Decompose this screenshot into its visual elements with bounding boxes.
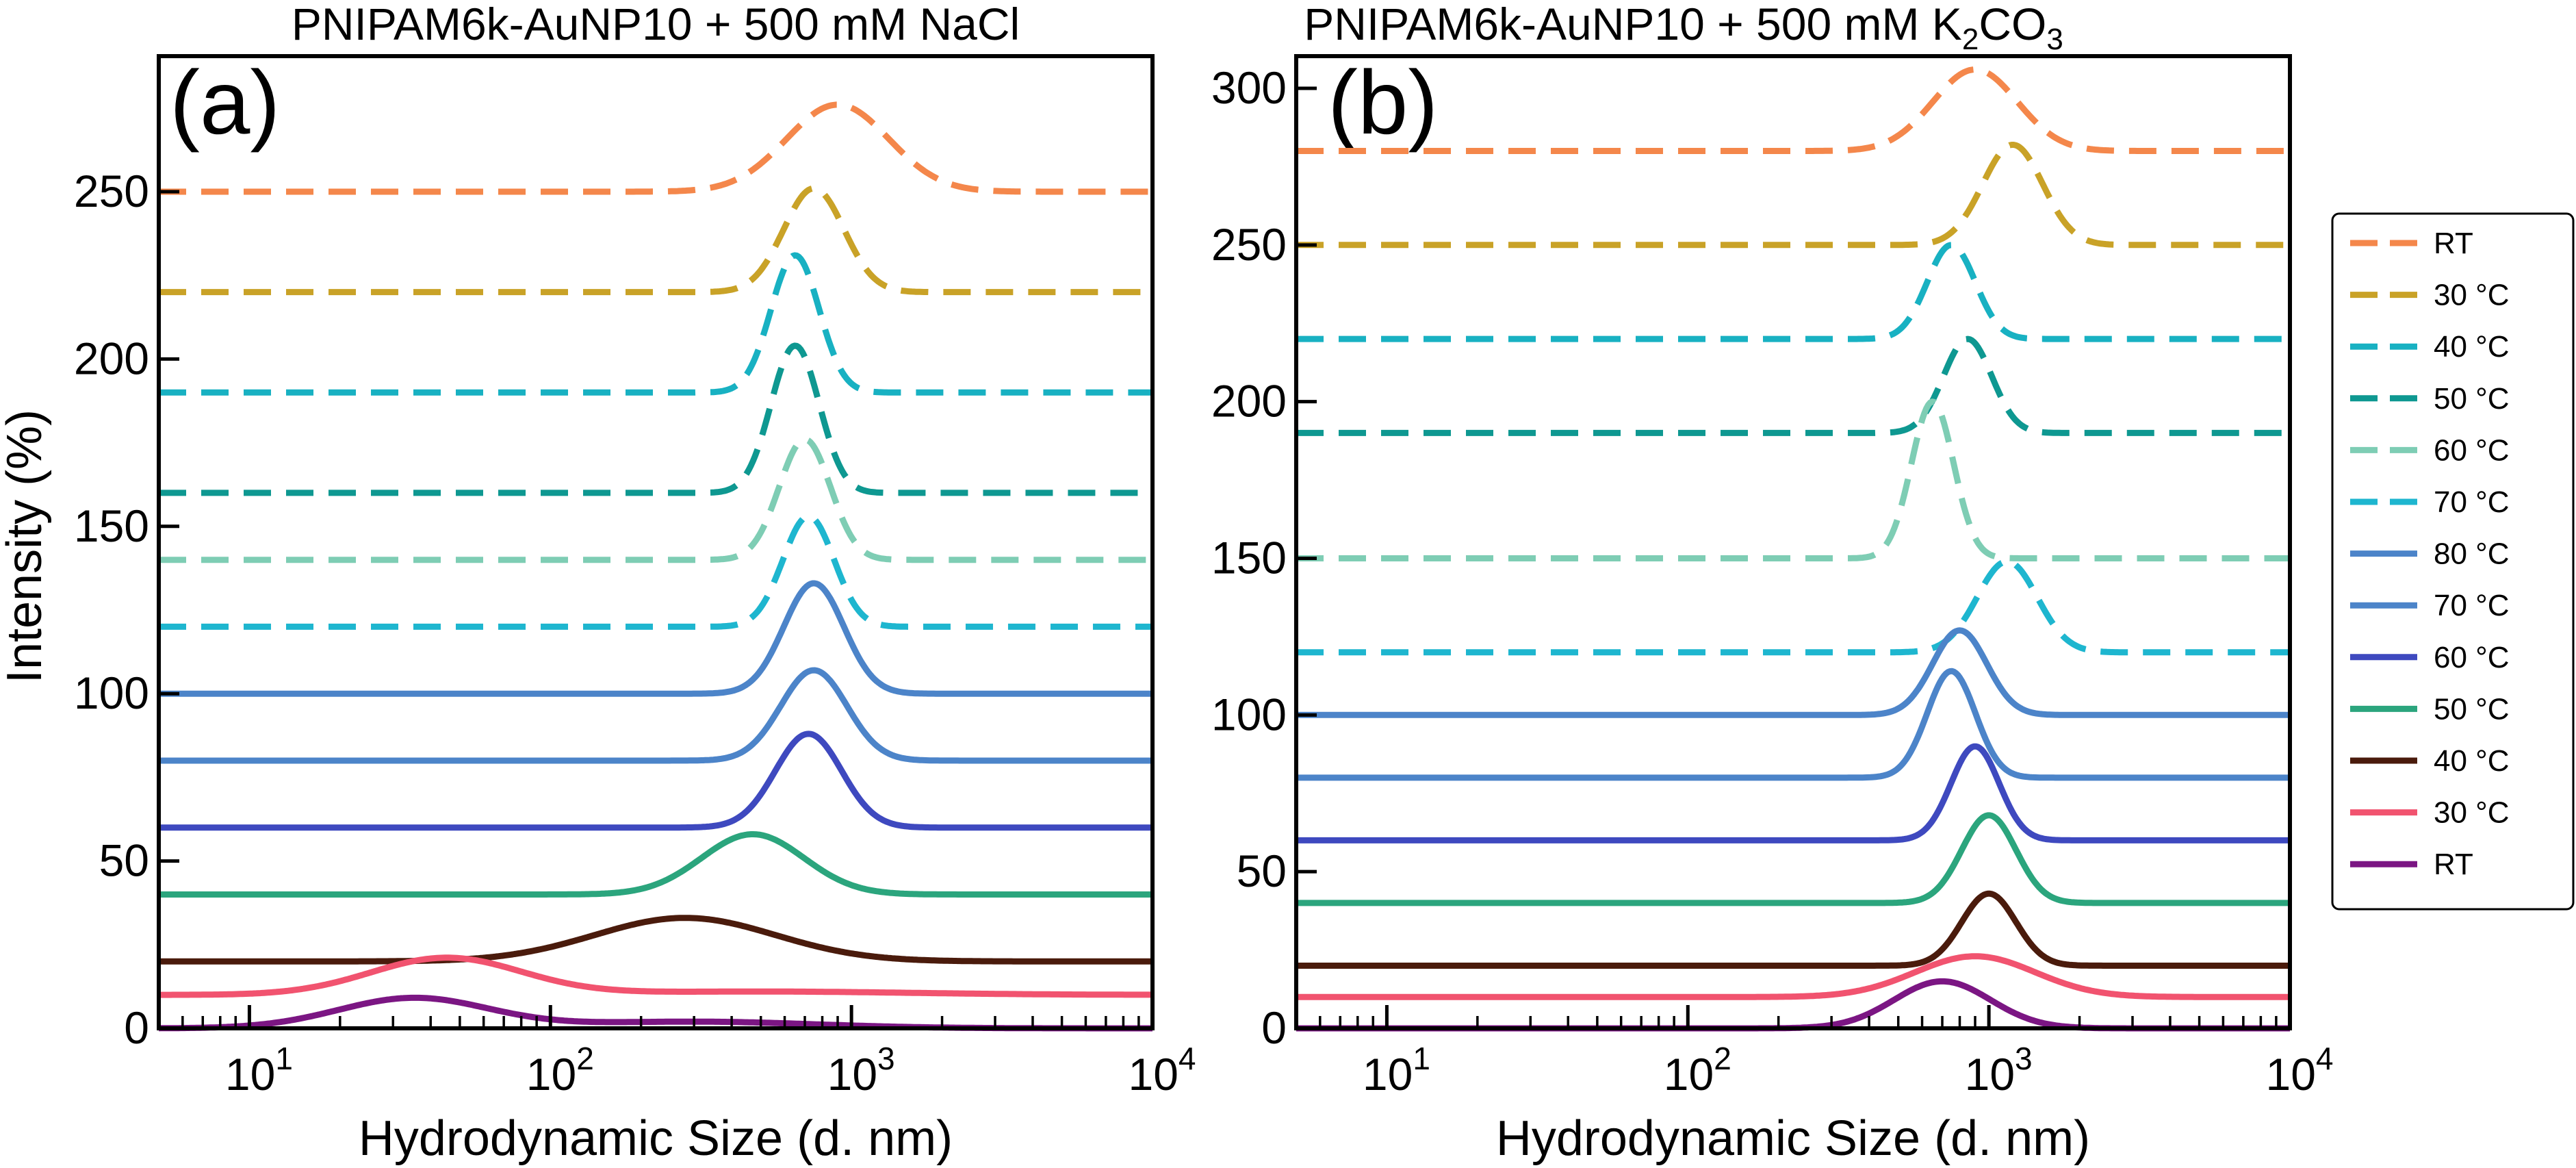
panel-b-xtick-label: 104	[2265, 1041, 2333, 1100]
panel-b-title-mid: CO	[1979, 0, 2046, 49]
panel-b-ytick-label: 100	[1211, 689, 1287, 739]
legend-label: 30 °C	[2434, 279, 2510, 312]
panel-a-series	[157, 101, 1154, 1032]
panel-a-ticks: 0 50 100 150 200 250 101 102 103 104	[74, 166, 1196, 1100]
panel-b-xtick-label: 103	[1965, 1041, 2033, 1100]
panel-b-frame	[1294, 54, 2292, 1030]
panel-a-series-line	[157, 915, 1154, 965]
panel-b-ytick-label: 300	[1211, 62, 1287, 113]
panel-b-ytick-label: 200	[1211, 376, 1287, 427]
panel-b-title-sub2: 3	[2046, 23, 2063, 56]
panel-b-ytick-label: 150	[1211, 533, 1287, 583]
legend-label: 70 °C	[2434, 485, 2510, 519]
panel-a-series-line	[157, 342, 1154, 496]
legend-label: 80 °C	[2434, 537, 2510, 571]
panel-a-ytick-label: 250	[74, 166, 149, 216]
panel-b-ytick-label: 0	[1261, 1002, 1287, 1053]
panel-b-series-line	[1295, 953, 2291, 1000]
legend-label: 60 °C	[2434, 641, 2510, 674]
panel-a-label: (a)	[170, 52, 280, 153]
panel-b-title-sub1: 2	[1962, 23, 1979, 56]
legend-label: RT	[2434, 227, 2473, 260]
legend-label: 40 °C	[2434, 744, 2510, 778]
legend-frame	[2331, 212, 2575, 911]
panel-a-series-line	[157, 954, 1154, 998]
panel-a-xtick-label: 103	[827, 1041, 895, 1100]
panel-b-xtick-label: 101	[1363, 1041, 1430, 1100]
panel-b-series-line	[1295, 812, 2291, 906]
panel-b-xtick-label: 102	[1664, 1041, 1731, 1100]
legend-label: RT	[2434, 848, 2473, 881]
legend-label: 60 °C	[2434, 433, 2510, 467]
panel-a-title: PNIPAM6k-AuNP10 + 500 mM NaCl	[292, 0, 1020, 49]
panel-a-series-line	[157, 667, 1154, 764]
panel-b-ytick-label: 50	[1237, 846, 1287, 896]
panel-b: PNIPAM6k-AuNP10 + 500 mM K2CO3 (b) Hydro…	[1211, 0, 2334, 1166]
panel-a-frame	[157, 54, 1155, 1030]
legend-label: 70 °C	[2434, 589, 2510, 622]
legend: RT 30 °C 40 °C 50 °C 60 °C 70 °C 80 °C 70 °C 60 …	[2331, 212, 2575, 911]
panel-a-xtick-label: 102	[526, 1041, 594, 1100]
panel-a-series-line	[157, 580, 1154, 697]
panel-a-xtick-label: 104	[1128, 1041, 1196, 1100]
panel-a: PNIPAM6k-AuNP10 + 500 mM NaCl (a) Intens…	[0, 0, 1196, 1166]
panel-b-label: (b)	[1328, 52, 1438, 153]
panel-b-ytick-label: 250	[1211, 219, 1287, 270]
panel-b-xlabel: Hydrodynamic Size (d. nm)	[1496, 1111, 2090, 1166]
panel-b-series-line	[1295, 668, 2291, 781]
panel-a-ytick-label: 0	[124, 1002, 149, 1053]
panel-a-ytick-label: 100	[74, 668, 149, 718]
panel-a-series-line	[157, 513, 1154, 630]
panel-b-title-main: PNIPAM6k-AuNP10 + 500 mM K	[1304, 0, 1962, 49]
panel-a-ytick-label: 50	[99, 835, 149, 886]
panel-b-series-line	[1295, 558, 2291, 656]
panel-a-ylabel: Intensity (%)	[0, 409, 52, 683]
legend-label: 50 °C	[2434, 382, 2510, 416]
panel-a-series-line	[157, 185, 1154, 296]
panel-b-series-line	[1295, 890, 2291, 969]
panel-b-series-line	[1295, 627, 2291, 718]
panel-b-series-line	[1295, 743, 2291, 843]
legend-label: 50 °C	[2434, 692, 2510, 726]
legend-entries: RT 30 °C 40 °C 50 °C 60 °C 70 °C 80 °C 70 °C 60 …	[2350, 227, 2510, 881]
panel-a-xtick-label: 101	[225, 1041, 293, 1100]
panel-a-xlabel: Hydrodynamic Size (d. nm)	[359, 1111, 953, 1166]
panel-a-series-line	[157, 731, 1154, 831]
legend-label: 40 °C	[2434, 330, 2510, 364]
panel-a-series-line	[157, 831, 1154, 898]
panel-a-ytick-label: 150	[74, 500, 149, 551]
panel-a-ytick-label: 200	[74, 333, 149, 383]
legend-label: 30 °C	[2434, 796, 2510, 830]
panel-b-title: PNIPAM6k-AuNP10 + 500 mM K2CO3	[1304, 0, 2063, 56]
